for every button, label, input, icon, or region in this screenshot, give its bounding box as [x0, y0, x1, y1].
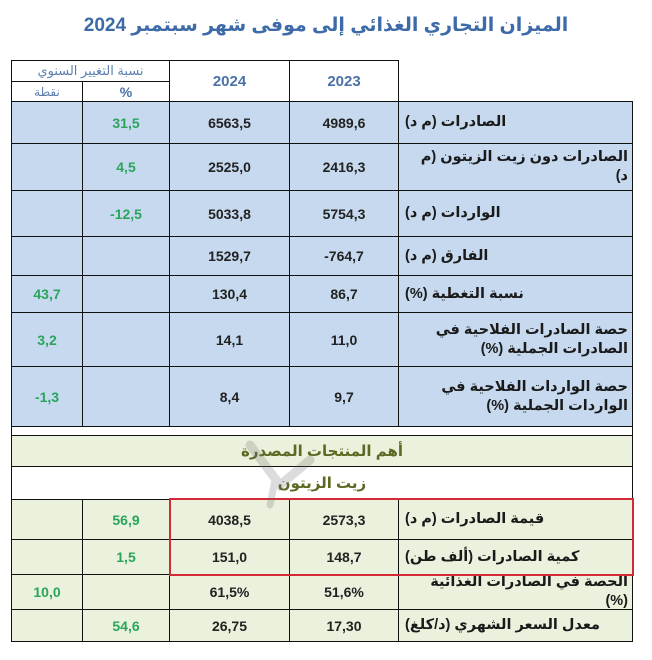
value-2023-cell: 11,0: [289, 312, 399, 367]
percent-cell: [82, 236, 170, 276]
value-2023-cell: 51,6%: [289, 574, 399, 610]
row-label: الصادرات (م د): [398, 101, 633, 144]
points-cell: 3,2: [11, 312, 83, 367]
percent-cell: -12,5: [82, 190, 170, 237]
value-2024-cell: 2525,0: [169, 143, 290, 191]
value-2024-cell: 130,4: [169, 275, 290, 313]
header-annual-change: نسبة التغيير السنوي: [11, 60, 170, 82]
value-2023-cell: 2416,3: [289, 143, 399, 191]
points-cell: [11, 143, 83, 191]
points-cell: -1,3: [11, 366, 83, 427]
percent-cell: 54,6: [82, 609, 170, 642]
row-label: قيمة الصادرات (م د): [398, 499, 633, 540]
value-2024-cell: 1529,7: [169, 236, 290, 276]
row-label: الحصة في الصادرات الغذائية (%): [398, 574, 633, 610]
points-cell: [11, 499, 83, 540]
value-2023-cell: 5754,3: [289, 190, 399, 237]
row-label: الصادرات دون زيت الزيتون (م د): [398, 143, 633, 191]
header-2024: 2024: [169, 60, 290, 102]
points-cell: [11, 190, 83, 237]
row-label: الفارق (م د): [398, 236, 633, 276]
row-label: الواردات (م د): [398, 190, 633, 237]
header-points: نقطة: [11, 81, 83, 102]
row-label: حصة الصادرات الفلاحية في الصادرات الجملي…: [398, 312, 633, 367]
row-label: كمية الصادرات (ألف طن): [398, 539, 633, 575]
percent-cell: 56,9: [82, 499, 170, 540]
percent-cell: 4,5: [82, 143, 170, 191]
value-2024-cell: 14,1: [169, 312, 290, 367]
value-2024-cell: 151,0: [169, 539, 290, 575]
value-2024-cell: 5033,8: [169, 190, 290, 237]
value-2023-cell: 9,7: [289, 366, 399, 427]
section-olive-oil: زيت الزيتون: [11, 466, 633, 500]
value-2023-cell: 4989,6: [289, 101, 399, 144]
percent-cell: [82, 366, 170, 427]
value-2024-cell: 8,4: [169, 366, 290, 427]
value-2023-cell: 148,7: [289, 539, 399, 575]
value-2023-cell: -764,7: [289, 236, 399, 276]
percent-cell: [82, 275, 170, 313]
row-label: نسبة التغطية (%): [398, 275, 633, 313]
header-percent: %: [82, 81, 170, 102]
value-2024-cell: 6563,5: [169, 101, 290, 144]
value-2024-cell: 4038,5: [169, 499, 290, 540]
percent-cell: 31,5: [82, 101, 170, 144]
page-title: الميزان التجاري الغذائي إلى موفى شهر سبت…: [83, 15, 569, 36]
value-2023-cell: 2573,3: [289, 499, 399, 540]
header-2023: 2023: [289, 60, 399, 102]
points-cell: [11, 236, 83, 276]
points-cell: 43,7: [11, 275, 83, 313]
section-main-exported-products: أهم المنتجات المصدرة: [11, 435, 633, 467]
percent-cell: [82, 574, 170, 610]
row-label: معدل السعر الشهري (د/كلغ): [398, 609, 633, 642]
percent-cell: 1,5: [82, 539, 170, 575]
points-cell: 10,0: [11, 574, 83, 610]
percent-cell: [82, 312, 170, 367]
value-2024-cell: 26,75: [169, 609, 290, 642]
points-cell: [11, 101, 83, 144]
points-cell: [11, 609, 83, 642]
value-2023-cell: 17,30: [289, 609, 399, 642]
points-cell: [11, 539, 83, 575]
value-2024-cell: 61,5%: [169, 574, 290, 610]
row-label: حصة الواردات الفلاحية في الواردات الجملي…: [398, 366, 633, 427]
value-2023-cell: 86,7: [289, 275, 399, 313]
